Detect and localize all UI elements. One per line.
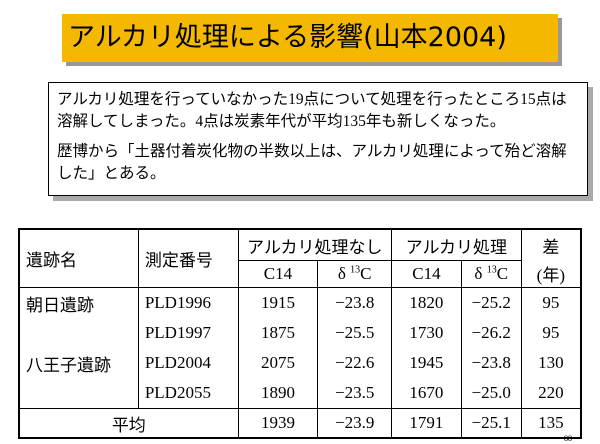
header-cell: アルカリ処理 [391, 229, 522, 261]
title: アルカリ処理による影響(山本2004) [62, 14, 558, 62]
cell: 220 [520, 378, 581, 409]
header-cell: δ 13C [317, 260, 392, 288]
header-cell: アルカリ処理なし [237, 229, 392, 261]
cell: PLD1996 [137, 287, 239, 318]
page-number: 88 [564, 434, 572, 443]
cell: 1939 [237, 408, 318, 438]
cell: −23.8 [460, 348, 522, 378]
cell: −25.1 [460, 408, 522, 438]
cell: 1890 [237, 378, 318, 409]
row: 八王子遺跡 PLD2004 2075 −22.6 1945 −23.8 130 [18, 348, 581, 378]
cell: 1820 [391, 287, 462, 318]
cell: 2075 [237, 348, 318, 378]
header-cell: 遺跡名 [18, 229, 139, 288]
site-cell: 八王子遺跡 [18, 348, 139, 378]
cell: PLD2004 [137, 348, 239, 378]
cell: −23.5 [317, 378, 392, 409]
cell: −25.5 [317, 318, 392, 348]
paragraph: 歴博から「土器付着炭化物の半数以上は、アルカリ処理によって殆ど溶解した」とある。 [57, 143, 567, 182]
site-cell: 朝日遺跡 [18, 287, 139, 318]
row: 朝日遺跡 PLD1996 1915 −23.8 1820 −25.2 95 [18, 287, 581, 318]
cell: 95 [520, 287, 581, 318]
cell: −23.9 [317, 408, 392, 438]
data-table: 遺跡名 測定番号 アルカリ処理なし アルカリ処理 差 C14 δ 13C C14… [18, 228, 582, 439]
cell: 1730 [391, 318, 462, 348]
cell: 1791 [391, 408, 462, 438]
cell: −23.8 [317, 287, 392, 318]
cell: −25.0 [460, 378, 522, 409]
cell: 135 [520, 408, 581, 438]
row: PLD1997 1875 −25.5 1730 −26.2 95 [18, 318, 581, 348]
cell: 95 [520, 318, 581, 348]
header-cell: 差 [520, 229, 581, 261]
cell: PLD1997 [137, 318, 239, 348]
cell: 1875 [237, 318, 318, 348]
sup: 13 [486, 264, 497, 276]
row: PLD2055 1890 −23.5 1670 −25.0 220 [18, 378, 581, 409]
delta-tail: C [360, 264, 372, 283]
cell: −25.2 [460, 287, 522, 318]
sup: 13 [350, 264, 361, 276]
delta-tail: C [496, 264, 509, 283]
cell: 1945 [391, 348, 462, 378]
header-cell: (年) [520, 260, 581, 288]
header-cell: C14 [391, 260, 462, 288]
header-cell: 測定番号 [137, 229, 239, 288]
cell: 130 [520, 348, 581, 378]
paragraph: アルカリ処理を行っていなかった19点について処理を行ったところ15点は溶解してし… [57, 91, 567, 130]
site-cell [18, 318, 139, 348]
site-cell [18, 378, 139, 409]
cell: −26.2 [460, 318, 522, 348]
average-label: 平均 [18, 408, 239, 438]
cell: 1670 [391, 378, 462, 409]
header-cell: δ 13C [460, 260, 522, 288]
cell: PLD2055 [137, 378, 239, 409]
delta: δ [337, 264, 346, 283]
cell: 1915 [237, 287, 318, 318]
header-cell: C14 [237, 260, 318, 288]
note-box: アルカリ処理を行っていなかった19点について処理を行ったところ15点は溶解してし… [48, 82, 588, 196]
delta: δ [474, 264, 483, 283]
cell: −22.6 [317, 348, 392, 378]
average-row: 平均 1939 −23.9 1791 −25.1 135 [18, 408, 581, 438]
